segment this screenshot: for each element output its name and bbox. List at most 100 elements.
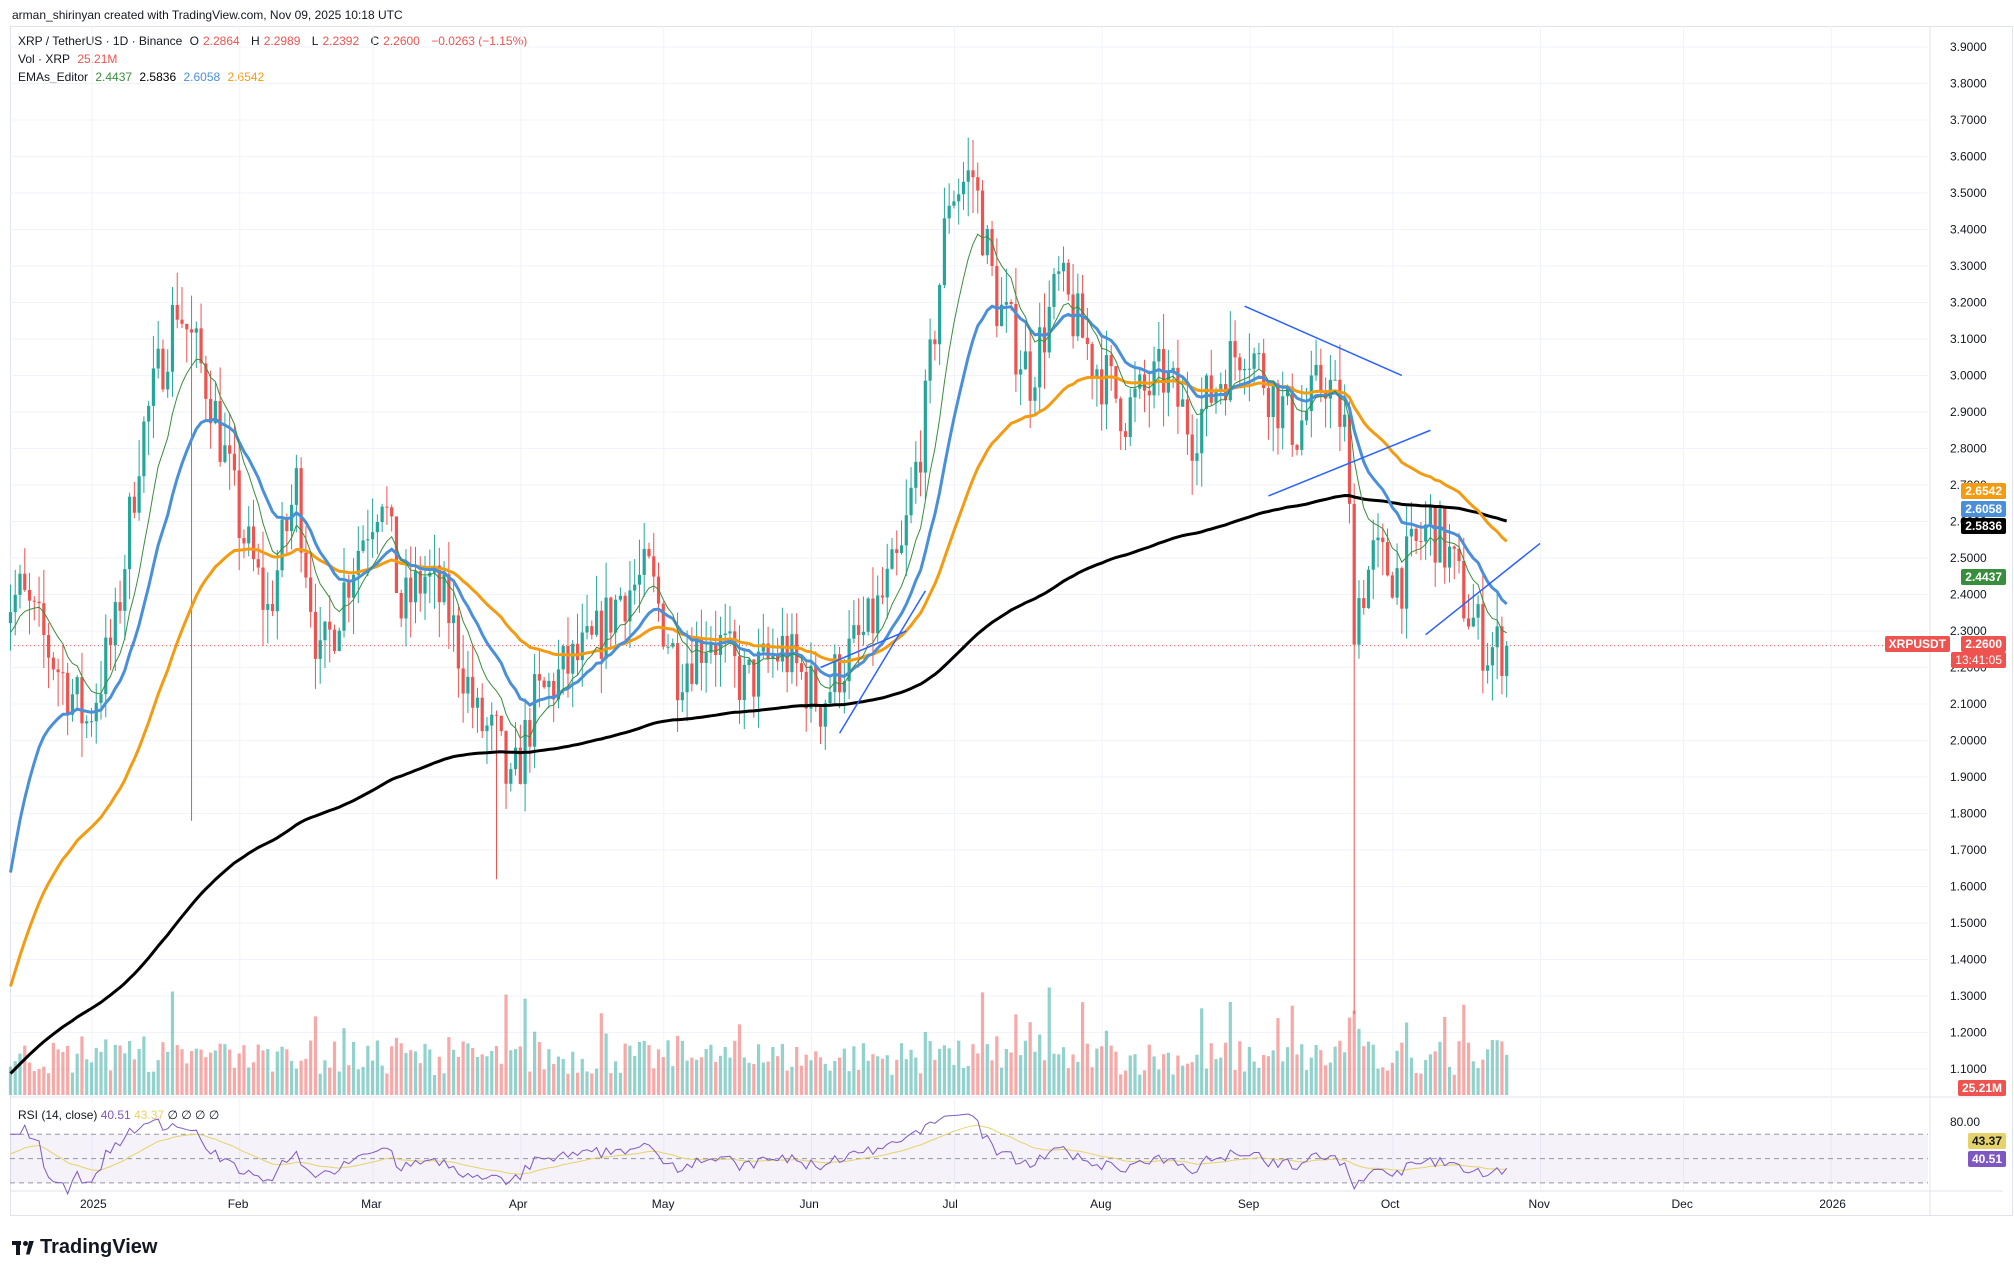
volume-bar (351, 1041, 356, 1095)
volume-bar (571, 1051, 575, 1095)
candle-body (1395, 568, 1399, 598)
volume-bar (323, 1060, 327, 1095)
volume-bar (80, 1036, 84, 1095)
price-tick-label: 2.8000 (1950, 442, 1987, 456)
candle-body (251, 526, 256, 560)
candle-body (980, 190, 985, 256)
candle-body (1104, 355, 1109, 405)
volume-bar (13, 1061, 17, 1095)
volume-bar (871, 1054, 875, 1095)
candle-body (42, 603, 46, 636)
candle-body (1085, 337, 1089, 345)
volume-bar (756, 1044, 761, 1095)
candle-body (204, 363, 208, 399)
candle-body (1290, 386, 1294, 445)
candle-body (318, 640, 322, 659)
ema-legend[interactable]: EMAs_Editor 2.4437 2.5836 2.6058 2.6542 (18, 70, 268, 84)
volume-bar (418, 1063, 422, 1095)
candle-body (75, 677, 79, 695)
volume-bar (371, 1060, 375, 1095)
volume-bar (1247, 1047, 1251, 1095)
volume-bar (1376, 1068, 1380, 1095)
candle-body (423, 576, 427, 594)
volume-bar (46, 1073, 51, 1095)
volume-bar (1061, 1047, 1066, 1095)
volume-bar (1495, 1040, 1499, 1095)
volume-bar (1195, 1054, 1199, 1095)
candle-body (804, 671, 808, 709)
volume-bar (375, 1040, 379, 1095)
candle-body (1200, 408, 1204, 454)
candle-body (366, 539, 370, 541)
ema50-value: 2.6542 (227, 70, 265, 84)
candle-body (909, 487, 913, 516)
rsi-lines (10, 1113, 1508, 1196)
volume-bar (923, 1032, 927, 1095)
volume-bar (1443, 1016, 1447, 1095)
volume-bar (1314, 1044, 1318, 1095)
volume-bar (1362, 1046, 1366, 1095)
candle-body (914, 461, 918, 488)
ema20-value: 2.6058 (183, 70, 221, 84)
volume-bar (209, 1052, 213, 1095)
volume-bar (442, 1073, 446, 1095)
candle-body (1424, 524, 1428, 542)
volume-bar (1233, 1069, 1237, 1095)
candle-body (1295, 444, 1299, 450)
candle-body (542, 680, 546, 688)
tradingview-logo[interactable]: TradingView (12, 1236, 157, 1259)
volume-legend[interactable]: Vol · XRP 25.21M (18, 52, 121, 66)
volume-bar (776, 1056, 780, 1095)
time-tick-label: Oct (1381, 1197, 1400, 1211)
candle-body (104, 637, 108, 695)
candle-body (413, 571, 418, 603)
volume-bar (1052, 1053, 1056, 1095)
candle-body (699, 637, 703, 663)
volume-bar (675, 1035, 680, 1095)
volume-bar (1295, 1054, 1299, 1095)
candle-body (1285, 386, 1290, 397)
candle-body (361, 540, 365, 551)
candle-body (1362, 598, 1366, 609)
volume-bar (432, 1074, 437, 1095)
candle-body (518, 747, 522, 784)
volume-bar (142, 1036, 146, 1095)
candle-body (923, 380, 927, 473)
volume-bar (23, 1045, 27, 1095)
volume-bar (1109, 1045, 1113, 1095)
rsi-legend[interactable]: RSI (14, close) 40.51 43.37 ∅ ∅ ∅ ∅ (18, 1108, 219, 1122)
volume-bar (1057, 1054, 1061, 1095)
volume-bar (1166, 1052, 1170, 1095)
candle-body (1181, 399, 1185, 407)
volume-bar (94, 1047, 98, 1095)
volume-bar (461, 1041, 465, 1095)
volume-bar (1324, 1065, 1328, 1095)
volume-bar (399, 1043, 403, 1095)
volume-bar (752, 1063, 756, 1095)
price-tick-label: 2.3000 (1950, 624, 1987, 638)
volume-bar (780, 1043, 784, 1095)
rsi-label: RSI (14, close) (18, 1108, 98, 1122)
candle-body (8, 612, 13, 624)
candle-body (995, 266, 999, 327)
volume-bar (709, 1044, 713, 1095)
trendlines (820, 305, 1541, 734)
volume-bar (1300, 1044, 1304, 1095)
volume-bar (609, 1073, 613, 1095)
candle-body (1100, 369, 1104, 405)
candle-body (137, 476, 141, 513)
volume-bar (1066, 1068, 1070, 1095)
candle-body (671, 643, 675, 647)
volume-bar (471, 1047, 475, 1095)
candle-body (880, 595, 885, 598)
volume-bar (304, 1058, 308, 1095)
candle-body (552, 680, 556, 700)
volume-bar (823, 1063, 827, 1095)
volume-bar (518, 1046, 522, 1095)
volume-bar (594, 1068, 599, 1095)
volume-bar (933, 1059, 937, 1095)
volume-bar (204, 1057, 208, 1095)
candle-body (1319, 364, 1323, 393)
